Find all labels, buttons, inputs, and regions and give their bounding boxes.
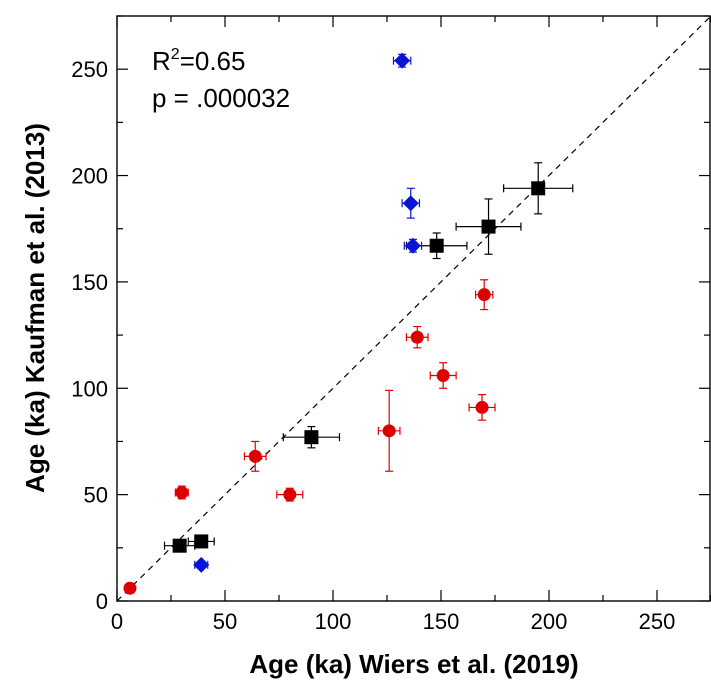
circle-marker (478, 288, 491, 301)
x-tick-label: 250 (639, 609, 676, 634)
x-tick-label: 50 (213, 609, 237, 634)
x-tick-label: 0 (111, 609, 123, 634)
x-axis-title: Age (ka) Wiers et al. (2019) (249, 649, 578, 679)
p-value-annotation: p = .000032 (152, 83, 290, 113)
data-point-diamond (402, 188, 419, 218)
data-point-square (165, 539, 195, 553)
y-tick-label: 100 (71, 376, 108, 401)
data-point-circle (175, 486, 188, 499)
square-marker (531, 181, 545, 195)
y-axis-title: Age (ka) Kaufman et al. (2013) (20, 123, 50, 493)
square-marker (173, 539, 187, 553)
x-tick-label: 150 (423, 609, 460, 634)
data-point-circle (244, 441, 266, 471)
square-marker (430, 239, 444, 253)
square-marker (482, 220, 496, 234)
r-squared-superscript: 2 (171, 46, 180, 63)
data-point-circle (430, 363, 456, 389)
x-tick-label: 200 (531, 609, 568, 634)
data-point-circle (406, 327, 428, 348)
data-point-circle (277, 488, 303, 501)
data-point-square (504, 163, 573, 214)
r-squared-value: =0.65 (180, 46, 246, 76)
data-point-square (283, 427, 339, 448)
data-point-diamond (404, 238, 421, 254)
y-tick-label: 250 (71, 57, 108, 82)
circle-marker (175, 486, 188, 499)
data-point-circle (123, 582, 136, 595)
y-tick-label: 0 (96, 589, 108, 614)
square-marker (304, 430, 318, 444)
square-marker (194, 534, 208, 548)
diamond-marker (403, 195, 419, 211)
y-tick-label: 150 (71, 270, 108, 295)
data-point-diamond (193, 557, 209, 573)
diamond-marker (394, 53, 410, 69)
data-point-circle (469, 395, 495, 421)
diamond-marker (405, 238, 421, 254)
data-point-circle (378, 390, 400, 471)
circle-marker (437, 369, 450, 382)
diamond-marker (193, 557, 209, 573)
y-tick-label: 200 (71, 164, 108, 189)
data-point-square (188, 534, 214, 548)
data-points-layer (123, 53, 572, 595)
circle-marker (249, 450, 262, 463)
circle-marker (411, 331, 424, 344)
r-squared-annotation: R2=0.65 (152, 46, 245, 76)
r-squared-prefix: R (152, 46, 171, 76)
y-tick-label: 50 (84, 483, 108, 508)
tick-label-layer: 0 50 100 150 200 250 0 50 100 150 200 250 (71, 57, 675, 634)
circle-marker (123, 582, 136, 595)
data-point-diamond (393, 53, 410, 69)
circle-marker (476, 401, 489, 414)
data-point-circle (476, 280, 493, 310)
x-tick-label: 100 (315, 609, 352, 634)
circle-marker (283, 488, 296, 501)
circle-marker (383, 424, 396, 437)
